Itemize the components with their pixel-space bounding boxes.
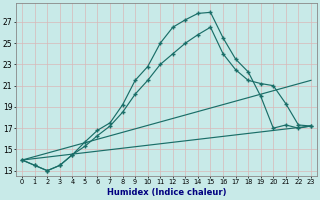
X-axis label: Humidex (Indice chaleur): Humidex (Indice chaleur) bbox=[107, 188, 226, 197]
